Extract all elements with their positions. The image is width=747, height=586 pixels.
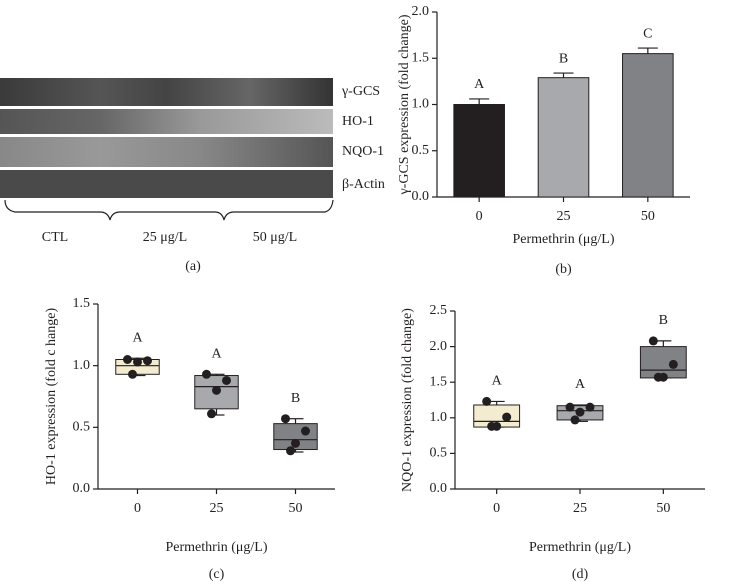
row-label: β-Actin <box>342 177 385 192</box>
group-label: 25 μg/L <box>143 230 187 245</box>
y-tick-label: 1.5 <box>412 50 430 65</box>
bar <box>622 53 674 198</box>
point <box>291 438 300 448</box>
blot-band <box>0 78 333 106</box>
row-label: NQO-1 <box>342 144 384 159</box>
x-axis-label: Permethrin (μg/L) <box>166 540 268 555</box>
y-tick-label: 1.0 <box>73 358 91 373</box>
point <box>565 402 575 412</box>
annotation: C <box>643 26 652 41</box>
x-tick-label: 50 <box>656 501 670 516</box>
x-tick-label: 0 <box>493 501 500 516</box>
panel-label: (c) <box>209 567 225 582</box>
group-label: CTL <box>42 230 68 245</box>
point <box>128 369 137 379</box>
y-axis-label: HO-1 expression (fold c hange) <box>44 308 59 486</box>
point <box>207 409 216 419</box>
group-label: 50 μg/L <box>253 230 297 245</box>
x-tick-label: 25 <box>573 501 587 516</box>
panel-label: (b) <box>555 262 572 277</box>
y-tick-label: 0.5 <box>73 420 91 435</box>
point <box>202 369 211 379</box>
point <box>502 412 512 422</box>
y-tick-label: 0.0 <box>73 481 91 496</box>
y-tick-label: 1.0 <box>412 97 430 112</box>
row-label: HO-1 <box>342 114 374 129</box>
y-tick-label: 1.5 <box>73 296 91 311</box>
annotation: B <box>659 313 668 328</box>
y-tick-label: 0.0 <box>412 189 430 204</box>
point <box>585 402 595 412</box>
y-axis-label: NQO-1 expression (fold change) <box>400 308 415 492</box>
point <box>286 446 295 456</box>
x-tick-label: 0 <box>134 501 141 516</box>
y-tick-label: 1.0 <box>430 410 448 425</box>
x-tick-label: 50 <box>289 501 303 516</box>
blot-band <box>0 109 333 134</box>
point <box>648 336 658 346</box>
row-label: γ-GCS <box>341 84 380 99</box>
point <box>222 375 231 385</box>
annotation: A <box>132 330 143 345</box>
point <box>212 385 221 395</box>
point <box>301 426 310 436</box>
bar <box>537 77 590 198</box>
point <box>653 372 663 382</box>
point <box>123 355 132 364</box>
annotation: A <box>575 377 586 392</box>
point <box>487 421 497 431</box>
y-tick-label: 0.0 <box>430 481 448 496</box>
y-tick-label: 2.0 <box>430 339 448 354</box>
y-axis-label: γ-GCS expression (fold change) <box>397 14 412 195</box>
group-bracket <box>4 199 334 221</box>
point <box>668 359 678 369</box>
annotation: A <box>211 347 222 362</box>
y-tick-label: 1.5 <box>430 374 448 389</box>
x-tick-label: 50 <box>641 209 655 224</box>
x-tick-label: 25 <box>210 501 224 516</box>
annotation: B <box>291 391 300 406</box>
panel-label: (a) <box>185 259 201 274</box>
blot: γ-GCS HO-1 NQO-1 β-Actin CTL 25 μg/L 50 … <box>0 78 385 274</box>
y-tick-label: 2.0 <box>412 4 430 19</box>
point <box>133 357 142 367</box>
annotation: A <box>474 77 485 92</box>
point <box>482 396 492 406</box>
blot-band <box>0 170 333 198</box>
x-axis-label: Permethrin (μg/L) <box>513 232 615 247</box>
point <box>143 356 152 366</box>
y-tick-label: 2.5 <box>430 303 448 318</box>
x-tick-label: 25 <box>557 209 571 224</box>
blot-band <box>0 137 333 167</box>
bar <box>453 104 505 198</box>
annotation: B <box>559 51 568 66</box>
box <box>639 346 687 379</box>
x-axis-label: Permethrin (μg/L) <box>529 540 631 555</box>
point <box>281 414 290 424</box>
y-tick-label: 0.5 <box>430 446 448 461</box>
x-tick-label: 0 <box>476 209 483 224</box>
panel-label: (d) <box>572 567 589 582</box>
annotation: A <box>492 374 503 389</box>
point <box>570 415 580 425</box>
y-tick-label: 0.5 <box>412 143 430 158</box>
point <box>575 407 585 417</box>
